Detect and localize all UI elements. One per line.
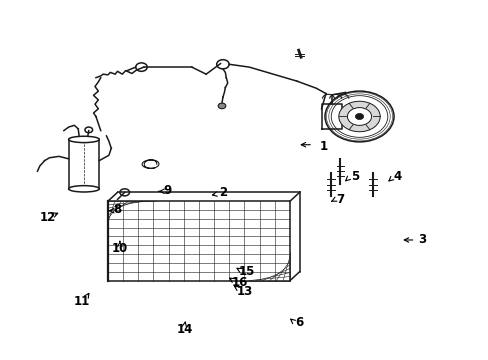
Ellipse shape (68, 186, 99, 192)
Text: 6: 6 (295, 316, 303, 329)
Ellipse shape (68, 136, 99, 143)
Text: 7: 7 (336, 193, 344, 206)
Text: 11: 11 (73, 295, 89, 308)
Text: 5: 5 (350, 170, 358, 183)
Circle shape (347, 108, 371, 125)
Circle shape (325, 91, 393, 142)
Text: 8: 8 (113, 203, 122, 216)
Text: 10: 10 (112, 242, 128, 255)
Text: 4: 4 (393, 170, 401, 183)
Text: 3: 3 (417, 234, 425, 247)
Text: 16: 16 (231, 276, 247, 289)
Polygon shape (321, 104, 342, 129)
Circle shape (338, 101, 380, 132)
Text: 12: 12 (40, 211, 56, 224)
Text: 13: 13 (236, 285, 252, 298)
Text: 14: 14 (176, 323, 192, 337)
Text: 9: 9 (163, 184, 172, 197)
Circle shape (218, 103, 225, 109)
Text: 15: 15 (238, 265, 255, 278)
Circle shape (355, 113, 363, 120)
Text: 2: 2 (219, 186, 226, 199)
Text: 1: 1 (319, 140, 327, 153)
